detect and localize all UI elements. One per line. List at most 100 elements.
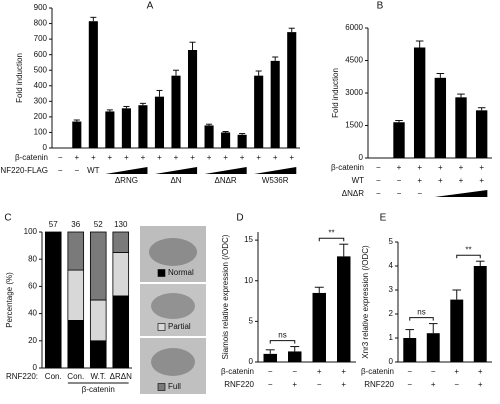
bar — [287, 32, 297, 148]
y-tick-label: 3 — [389, 285, 394, 294]
panel-letter: A — [147, 1, 154, 12]
row-value: − — [407, 380, 412, 389]
bar — [337, 256, 351, 362]
bar — [88, 21, 98, 148]
legend-swatch — [157, 323, 166, 331]
y-tick-label: 100 — [34, 128, 48, 137]
bar — [171, 75, 181, 148]
legend-swatch — [157, 269, 166, 277]
wedge-label: ΔN — [170, 176, 181, 185]
wedge-label: ΔNΔR — [214, 176, 236, 185]
count-label: 52 — [94, 220, 103, 229]
panel-letter: C — [4, 213, 11, 224]
row-value: − — [376, 176, 381, 185]
y-tick-label: 900 — [34, 3, 48, 12]
bar — [288, 351, 302, 362]
bar-segment — [112, 231, 130, 253]
row-label: β-catenin — [221, 367, 254, 376]
bar — [237, 134, 247, 148]
panel-letter: B — [377, 1, 384, 12]
x-tick-label: Con. — [45, 372, 62, 381]
row-value: − — [431, 367, 436, 376]
row-label: WT — [352, 176, 365, 185]
row-value: + — [108, 153, 113, 162]
row-label: RNF220 — [224, 380, 254, 389]
y-tick-label: 5 — [249, 316, 254, 325]
row-label: RNF220-FLAG — [0, 166, 48, 175]
x-axis-label: RNF220: — [6, 372, 38, 381]
legend-label: Partial — [168, 322, 191, 331]
count-label: 36 — [71, 220, 80, 229]
y-tick-label: 500 — [34, 65, 48, 74]
y-tick-label: 0 — [33, 363, 38, 372]
row-label: RNF220 — [364, 380, 394, 389]
bar-segment — [44, 231, 62, 369]
bar — [450, 299, 464, 362]
y-tick-label: 4500 — [345, 56, 363, 65]
row-value: + — [190, 153, 195, 162]
row-value: − — [317, 380, 322, 389]
bracket — [409, 317, 434, 321]
y-tick-label: 3000 — [345, 88, 363, 97]
y-tick-label: 10 — [244, 276, 253, 285]
row-value: + — [157, 153, 162, 162]
row-value: + — [292, 380, 297, 389]
bar-segment — [67, 231, 85, 271]
row-label: ΔNΔR — [342, 189, 364, 198]
bar-segment — [112, 295, 130, 369]
row-label: β-catenin — [15, 153, 48, 162]
panel-letter: D — [236, 213, 243, 224]
wedge — [105, 167, 148, 174]
row-value: + — [273, 153, 278, 162]
panel-letter: E — [380, 213, 387, 224]
bracket — [318, 237, 345, 242]
row-value: + — [438, 163, 443, 172]
bar — [204, 125, 214, 148]
row-label: β-catenin — [331, 163, 364, 172]
row-value: − — [74, 166, 79, 175]
y-tick-label: 15 — [244, 235, 253, 244]
y-tick-label: 0 — [389, 357, 394, 366]
wedge — [204, 167, 247, 174]
y-tick-label: 4 — [389, 261, 394, 270]
y-tick-label: 400 — [34, 81, 48, 90]
bar — [254, 75, 264, 148]
y-axis-label: Percentage (%) — [5, 272, 14, 328]
row-value: WT — [87, 166, 100, 175]
bar-segment — [89, 231, 107, 301]
bar — [312, 292, 326, 362]
y-tick-label: 600 — [34, 50, 48, 59]
row-value: − — [58, 166, 63, 175]
bar — [434, 77, 447, 158]
row-value: + — [454, 367, 459, 376]
y-tick-label: 0 — [43, 143, 48, 152]
y-tick-label: 5 — [389, 237, 394, 246]
embryo-images — [140, 226, 206, 394]
row-value: + — [417, 176, 422, 185]
wedge — [254, 167, 297, 174]
y-tick-label: 1 — [389, 333, 394, 342]
y-tick-label: 300 — [34, 96, 48, 105]
bar — [426, 333, 440, 362]
row-label: β-catenin — [361, 367, 394, 376]
wedge — [154, 167, 198, 174]
y-tick-label: 80 — [28, 254, 37, 263]
embryo — [149, 238, 197, 266]
y-tick-label: 0 — [249, 357, 254, 366]
row-value: + — [459, 163, 464, 172]
wedge-label: W536R — [262, 176, 289, 185]
row-value: + — [141, 153, 146, 162]
bar-segment — [89, 299, 107, 342]
row-value: + — [317, 367, 322, 376]
bar — [154, 96, 165, 148]
legend-label: Normal — [168, 268, 194, 277]
row-value: + — [174, 153, 179, 162]
group-label: β-catenin — [82, 385, 115, 394]
row-value: + — [479, 176, 484, 185]
row-value: + — [459, 176, 464, 185]
y-tick-label: 6000 — [345, 23, 363, 32]
row-value: − — [417, 189, 422, 198]
bar-segment — [67, 269, 85, 321]
annotation: ns — [417, 308, 425, 317]
